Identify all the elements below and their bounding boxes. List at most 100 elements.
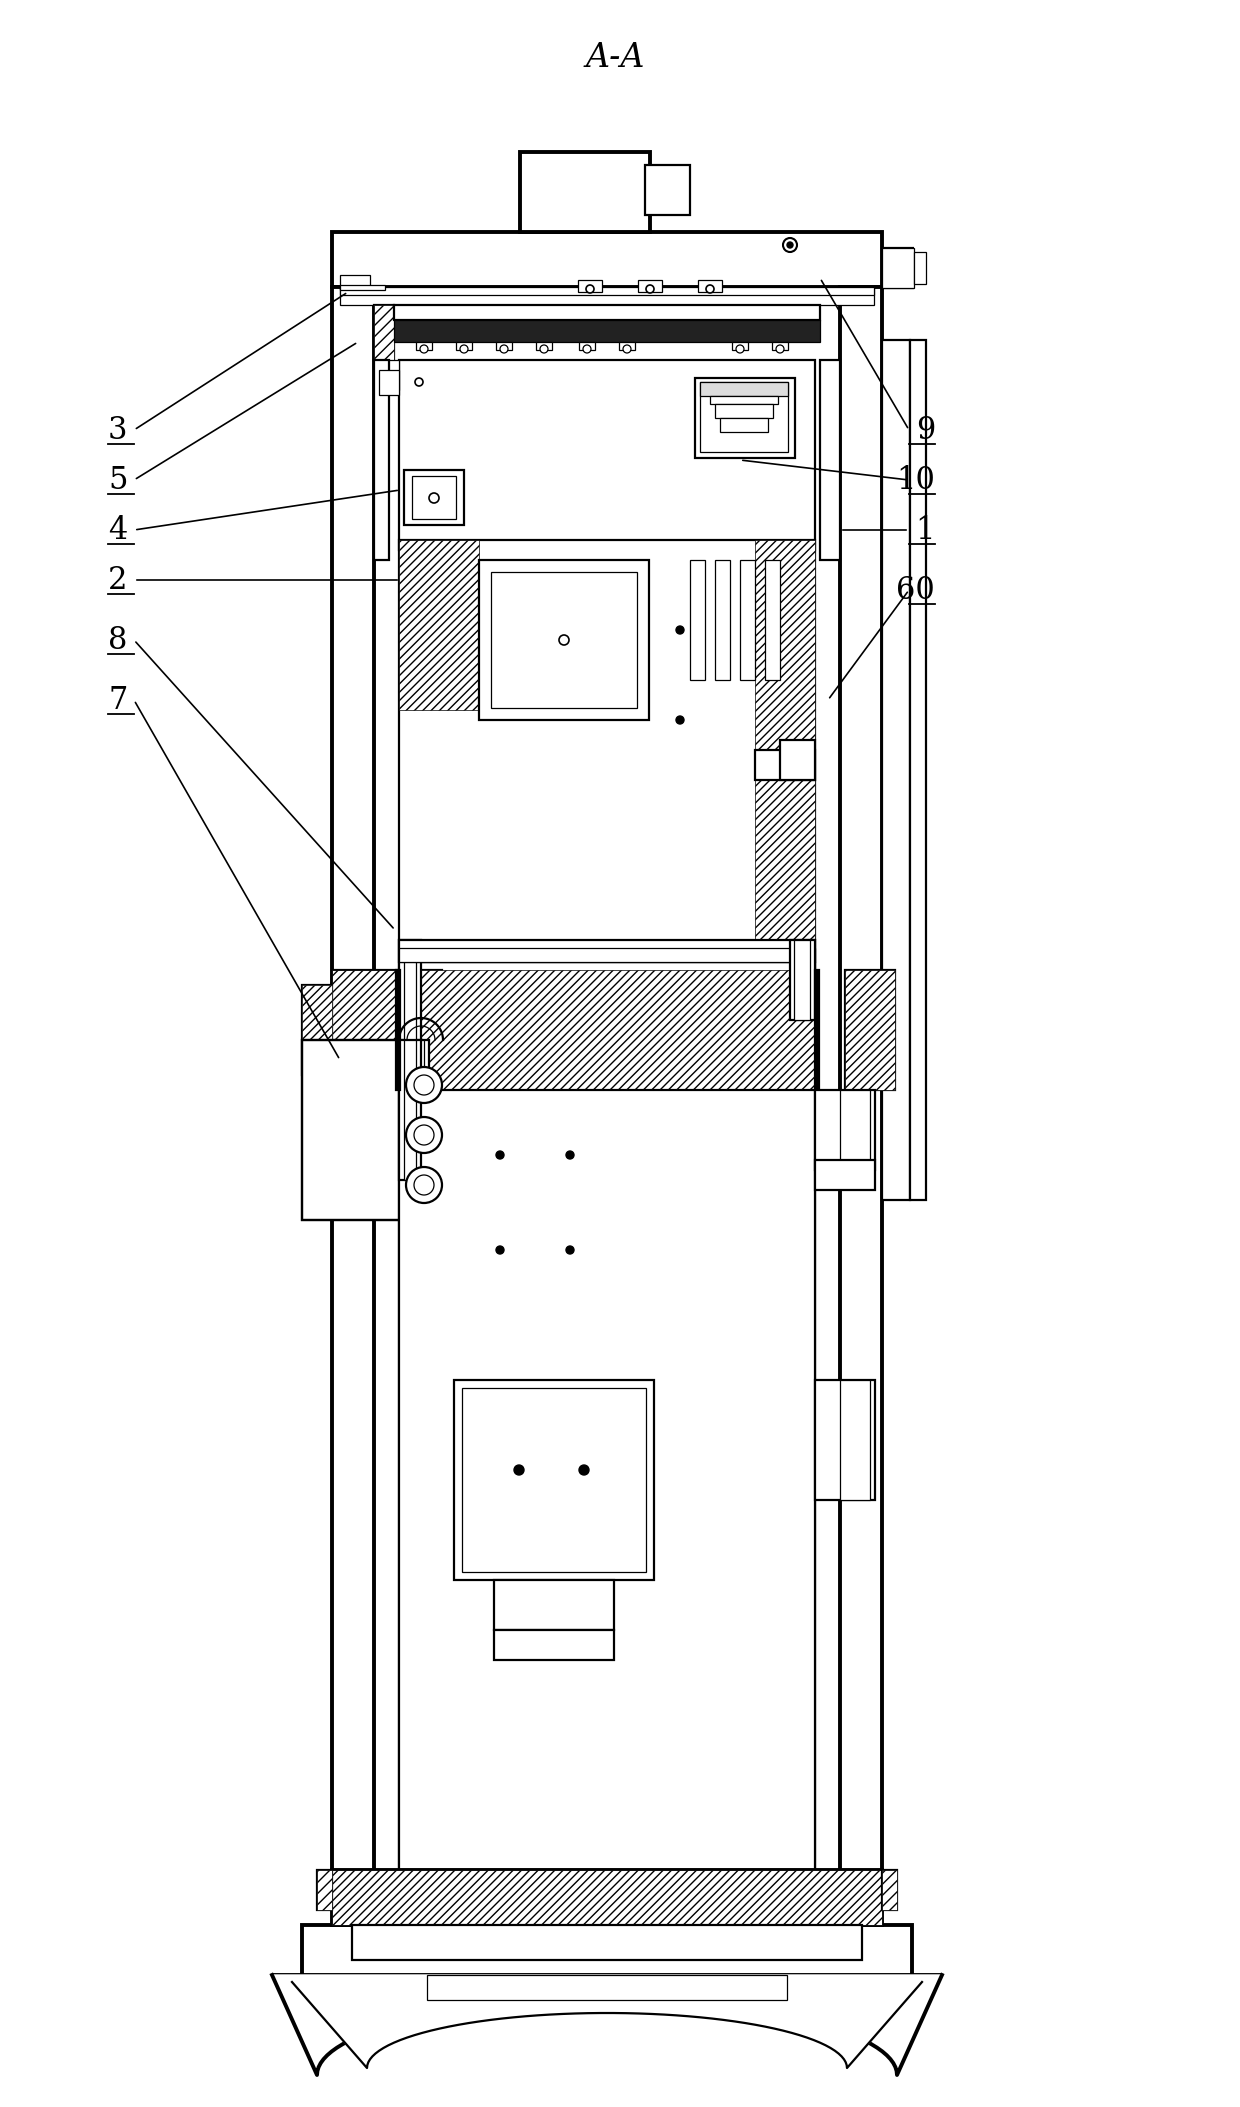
Bar: [640, 232, 740, 287]
Bar: [711, 396, 777, 405]
Bar: [352, 1926, 862, 1960]
Bar: [412, 476, 456, 518]
Bar: [374, 306, 394, 360]
Bar: [839, 1089, 870, 1169]
Bar: [317, 1871, 332, 1911]
Circle shape: [496, 1245, 503, 1254]
Bar: [394, 320, 820, 341]
Bar: [303, 1041, 402, 1220]
Polygon shape: [272, 1974, 942, 2075]
Bar: [404, 940, 415, 1041]
Bar: [340, 287, 874, 295]
Bar: [491, 571, 637, 708]
Bar: [773, 341, 787, 350]
Circle shape: [676, 716, 684, 725]
Bar: [839, 287, 882, 1871]
Bar: [698, 280, 722, 293]
Bar: [839, 1089, 870, 1169]
Bar: [374, 306, 394, 360]
Circle shape: [706, 284, 714, 293]
Bar: [765, 560, 780, 681]
Text: 5: 5: [108, 464, 128, 495]
Bar: [720, 417, 768, 432]
Bar: [456, 341, 472, 350]
Bar: [399, 539, 815, 969]
Circle shape: [405, 1117, 441, 1153]
Bar: [882, 1871, 897, 1911]
Bar: [332, 1871, 882, 1926]
Circle shape: [496, 1150, 503, 1159]
Bar: [401, 969, 813, 1089]
Circle shape: [565, 1245, 574, 1254]
Bar: [494, 1580, 614, 1631]
Bar: [399, 940, 422, 1041]
Circle shape: [420, 346, 428, 354]
Bar: [715, 560, 730, 681]
Bar: [340, 276, 370, 289]
Bar: [815, 1089, 875, 1169]
Circle shape: [515, 1464, 525, 1475]
Bar: [579, 341, 595, 350]
Bar: [394, 306, 820, 320]
Bar: [479, 560, 649, 721]
Bar: [332, 287, 374, 1871]
Circle shape: [539, 346, 548, 354]
Circle shape: [414, 1125, 434, 1144]
Bar: [780, 740, 815, 780]
Circle shape: [414, 1075, 434, 1096]
Bar: [399, 948, 815, 963]
Circle shape: [429, 493, 439, 504]
Bar: [815, 1380, 875, 1500]
Bar: [399, 1041, 422, 1180]
Bar: [844, 969, 895, 1089]
Bar: [399, 963, 815, 1011]
Bar: [463, 1389, 646, 1572]
Circle shape: [776, 346, 784, 354]
Text: 10: 10: [897, 464, 935, 495]
Bar: [815, 969, 818, 1089]
Circle shape: [787, 242, 794, 249]
Bar: [822, 232, 882, 287]
Bar: [689, 560, 706, 681]
Bar: [454, 1380, 653, 1580]
Bar: [303, 1041, 402, 1220]
Bar: [732, 341, 748, 350]
Bar: [701, 381, 787, 453]
Bar: [340, 287, 874, 306]
Bar: [332, 232, 882, 287]
Bar: [399, 940, 815, 963]
Bar: [404, 1041, 424, 1220]
Bar: [392, 232, 482, 287]
Bar: [820, 360, 839, 560]
Bar: [379, 371, 399, 394]
Bar: [619, 341, 635, 350]
Bar: [701, 381, 787, 396]
Circle shape: [737, 346, 744, 354]
Bar: [303, 984, 332, 1075]
Circle shape: [622, 346, 631, 354]
Text: 4: 4: [108, 514, 128, 546]
Bar: [639, 280, 662, 293]
Circle shape: [646, 284, 653, 293]
Bar: [303, 1926, 911, 1974]
Bar: [317, 1871, 332, 1911]
Bar: [340, 284, 384, 291]
Bar: [332, 969, 441, 1089]
Bar: [374, 360, 389, 560]
Bar: [332, 1871, 882, 1926]
Bar: [839, 1380, 870, 1500]
Bar: [755, 750, 815, 780]
Text: A-A: A-A: [585, 42, 645, 74]
Bar: [496, 341, 512, 350]
Bar: [399, 360, 815, 550]
Circle shape: [405, 1167, 441, 1203]
Circle shape: [782, 238, 797, 253]
Text: 7: 7: [108, 685, 128, 716]
Circle shape: [676, 626, 684, 634]
Bar: [332, 232, 392, 287]
Bar: [404, 1041, 415, 1180]
Bar: [910, 339, 926, 1201]
Bar: [303, 984, 332, 1075]
Bar: [694, 377, 795, 457]
Bar: [578, 280, 601, 293]
